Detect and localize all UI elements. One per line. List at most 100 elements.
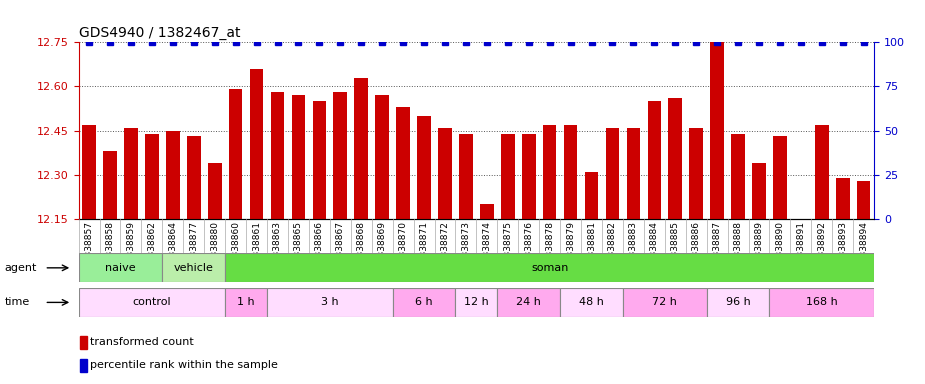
Text: vehicle: vehicle [174, 263, 214, 273]
Bar [334, 92, 347, 219]
Text: GSM338888: GSM338888 [734, 221, 743, 276]
Bar [455, 288, 498, 317]
Text: soman: soman [531, 263, 568, 273]
Bar [376, 95, 389, 219]
Bar [166, 131, 179, 219]
Bar [267, 288, 392, 317]
Bar [163, 253, 225, 282]
Text: GSM338891: GSM338891 [796, 221, 806, 276]
Bar [498, 288, 561, 317]
Bar [770, 288, 874, 317]
Bar [145, 134, 159, 219]
Text: GSM338882: GSM338882 [608, 221, 617, 276]
Bar [522, 134, 536, 219]
Text: 3 h: 3 h [321, 297, 339, 308]
Bar [836, 178, 849, 219]
Bar [752, 163, 766, 219]
Text: GSM338866: GSM338866 [314, 221, 324, 276]
Text: GSM338886: GSM338886 [692, 221, 700, 276]
Text: percentile rank within the sample: percentile rank within the sample [91, 360, 278, 370]
Text: GSM338877: GSM338877 [190, 221, 198, 276]
Bar [815, 125, 829, 219]
Bar [732, 134, 745, 219]
Text: GSM338870: GSM338870 [399, 221, 408, 276]
Bar [79, 288, 225, 317]
Text: 6 h: 6 h [415, 297, 433, 308]
Text: control: control [132, 297, 171, 308]
Bar [707, 288, 770, 317]
Text: GSM338893: GSM338893 [838, 221, 847, 276]
Bar [563, 125, 577, 219]
Bar [501, 134, 514, 219]
Text: GSM338879: GSM338879 [566, 221, 575, 276]
Bar [79, 253, 163, 282]
Bar [543, 125, 557, 219]
Bar [82, 125, 96, 219]
Bar [585, 172, 598, 219]
Bar [392, 288, 455, 317]
Text: GSM338873: GSM338873 [462, 221, 471, 276]
Text: GSM338869: GSM338869 [377, 221, 387, 276]
Text: 1 h: 1 h [238, 297, 255, 308]
Bar [250, 69, 264, 219]
Bar [313, 101, 327, 219]
Text: transformed count: transformed count [91, 337, 194, 347]
Text: GSM338863: GSM338863 [273, 221, 282, 276]
Text: GSM338860: GSM338860 [231, 221, 240, 276]
Text: GSM338885: GSM338885 [671, 221, 680, 276]
Bar [208, 163, 221, 219]
Text: 48 h: 48 h [579, 297, 604, 308]
Bar [271, 92, 284, 219]
Bar [689, 127, 703, 219]
Text: GSM338884: GSM338884 [650, 221, 659, 276]
Text: GSM338881: GSM338881 [587, 221, 596, 276]
Text: 24 h: 24 h [516, 297, 541, 308]
Text: GSM338883: GSM338883 [629, 221, 638, 276]
Text: GSM338876: GSM338876 [524, 221, 533, 276]
Bar [291, 95, 305, 219]
Bar [710, 42, 724, 219]
Bar [606, 127, 619, 219]
Text: 12 h: 12 h [464, 297, 488, 308]
Bar [225, 253, 874, 282]
Bar [80, 359, 87, 372]
Text: GSM338858: GSM338858 [105, 221, 115, 276]
Bar [438, 127, 451, 219]
Bar [857, 180, 870, 219]
Bar [187, 136, 201, 219]
Bar [773, 136, 787, 219]
Text: GSM338868: GSM338868 [357, 221, 365, 276]
Text: time: time [5, 297, 30, 308]
Text: GSM338862: GSM338862 [147, 221, 156, 276]
Text: GSM338889: GSM338889 [755, 221, 763, 276]
Bar [417, 116, 431, 219]
Text: GSM338875: GSM338875 [503, 221, 512, 276]
Bar [396, 107, 410, 219]
Bar [124, 127, 138, 219]
Bar [80, 336, 87, 349]
Bar [228, 89, 242, 219]
Text: GSM338871: GSM338871 [420, 221, 428, 276]
Bar [459, 134, 473, 219]
Text: 96 h: 96 h [726, 297, 750, 308]
Bar [648, 101, 661, 219]
Text: agent: agent [5, 263, 37, 273]
Text: GSM338890: GSM338890 [775, 221, 784, 276]
Text: GSM338859: GSM338859 [127, 221, 135, 276]
Bar [561, 288, 623, 317]
Text: 168 h: 168 h [806, 297, 838, 308]
Text: GSM338867: GSM338867 [336, 221, 345, 276]
Bar [626, 127, 640, 219]
Text: GSM338864: GSM338864 [168, 221, 178, 276]
Text: GSM338874: GSM338874 [482, 221, 491, 276]
Text: GSM338865: GSM338865 [294, 221, 302, 276]
Text: GSM338861: GSM338861 [253, 221, 261, 276]
Text: GSM338894: GSM338894 [859, 221, 869, 276]
Bar [480, 204, 494, 219]
Text: GSM338887: GSM338887 [712, 221, 722, 276]
Bar [354, 78, 368, 219]
Text: GDS4940 / 1382467_at: GDS4940 / 1382467_at [79, 26, 240, 40]
Bar [104, 151, 117, 219]
Bar [623, 288, 707, 317]
Bar [225, 288, 267, 317]
